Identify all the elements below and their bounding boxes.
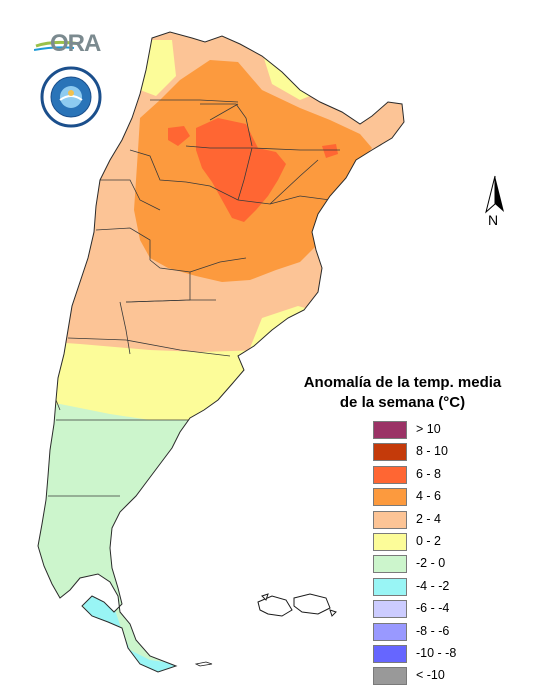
ora-logo xyxy=(34,40,81,51)
legend-swatch xyxy=(373,577,407,596)
legend-label: -2 - 0 xyxy=(416,556,446,571)
zone-neg4-neg2-tip xyxy=(80,595,178,672)
legend-label: < -10 xyxy=(416,668,445,683)
legend-swatch xyxy=(373,555,407,574)
legend-swatch xyxy=(373,465,407,484)
legend-swatch xyxy=(373,421,407,439)
legend-title: Anomalía de la temp. media de la semana … xyxy=(280,373,525,413)
legend-label: -6 - -4 xyxy=(416,601,450,616)
legend-label: -4 - -2 xyxy=(416,578,450,593)
legend-label: 2 - 4 xyxy=(416,511,442,526)
legend-label: -10 - -8 xyxy=(416,645,457,660)
malvinas-islands xyxy=(257,593,337,617)
zone-6-8-core xyxy=(196,118,286,222)
legend-label: 4 - 6 xyxy=(416,489,442,504)
legend-swatch xyxy=(373,510,407,529)
zone-6-8-west-spot xyxy=(168,126,190,146)
legend-label: 8 - 10 xyxy=(416,444,448,459)
legend-swatch xyxy=(373,443,407,462)
legend-title-line-2: de la semana (°C) xyxy=(339,394,466,411)
ora-logo-text: ORA xyxy=(50,30,101,57)
legend-swatch xyxy=(373,532,407,551)
legend-swatch xyxy=(373,644,407,663)
legend-swatch xyxy=(373,600,407,619)
legend-label: 6 - 8 xyxy=(416,466,442,481)
legend-label: > 10 xyxy=(416,422,441,436)
smn-seal-icon xyxy=(40,66,102,128)
legend-label: -8 - -6 xyxy=(416,623,450,638)
isla-de-los-estados xyxy=(194,661,213,667)
north-label: N xyxy=(488,212,499,228)
north-arrow-icon xyxy=(485,175,504,214)
province-boundaries xyxy=(48,99,347,497)
legend-swatch xyxy=(373,667,407,686)
zone-6-8-corrientes-spot xyxy=(322,144,338,158)
legend-swatch xyxy=(373,622,407,641)
zone-neg4-neg2-patch xyxy=(86,594,108,612)
legend-label: 0 - 2 xyxy=(416,533,442,548)
legend-title-line-1: Anomalía de la temp. media xyxy=(303,374,502,391)
legend-swatch xyxy=(373,488,407,507)
